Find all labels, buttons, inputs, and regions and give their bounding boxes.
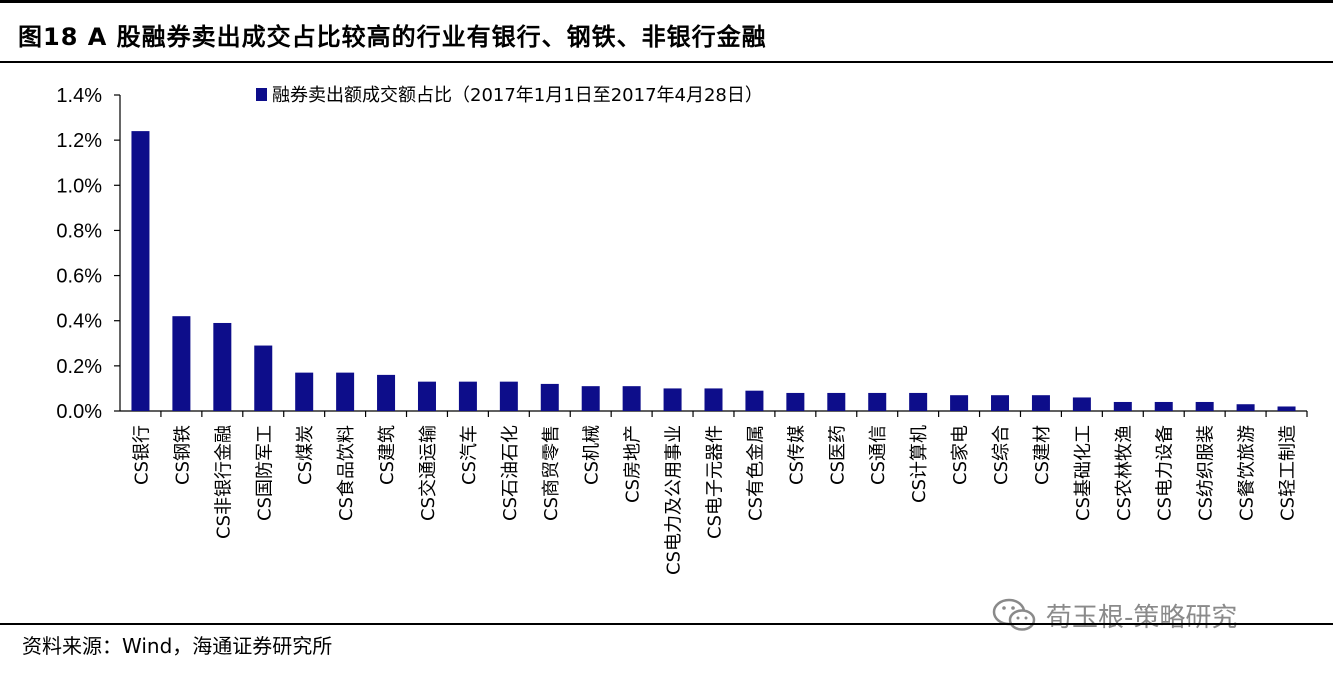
- bar: [663, 388, 682, 411]
- y-tick-label: 0.6%: [56, 266, 102, 288]
- bar: [295, 372, 314, 411]
- x-tick-label: CS农林牧渔: [1114, 425, 1135, 521]
- x-tick-label: CS纺织服装: [1196, 425, 1217, 521]
- chart-title: 图18 A 股融券卖出成交占比较高的行业有银行、钢铁、非银行金融: [18, 23, 767, 51]
- x-tick-label: CS电子元器件: [705, 425, 726, 539]
- x-tick-label: CS轻工制造: [1278, 425, 1299, 521]
- x-tick-label: CS医药: [827, 425, 848, 485]
- wechat-icon: [992, 598, 1036, 631]
- x-tick-label: CS家电: [950, 425, 971, 485]
- bar: [417, 381, 436, 411]
- x-tick-label: CS石油石化: [500, 425, 521, 521]
- chart-area: 0.0% 0.2% 0.4% 0.6% 0.8% 1.0% 1.2% 1.4% CS银行 CS钢铁…: [0, 63, 1333, 625]
- source-note: 资料来源：Wind，海通证券研究所: [22, 634, 333, 658]
- bar: [377, 374, 396, 411]
- footer-divider: [0, 623, 1333, 625]
- bar: [540, 383, 559, 411]
- y-tick-label: 0.4%: [56, 311, 102, 333]
- x-tick-label: CS有色金属: [745, 425, 766, 521]
- x-tick-label: CS非银行金融: [213, 425, 234, 539]
- y-tick-label: 0.2%: [56, 356, 102, 378]
- x-tick-label: CS煤炭: [295, 425, 316, 485]
- bar: [131, 131, 150, 411]
- x-tick-label: CS综合: [991, 425, 1012, 485]
- bar: [868, 392, 887, 411]
- bar: [458, 381, 477, 411]
- bar: [1072, 397, 1091, 411]
- y-tick-label: 0.0%: [56, 401, 102, 423]
- x-tick-label: CS电力及公用事业: [664, 425, 685, 575]
- bar: [1277, 406, 1296, 411]
- bar: [704, 388, 723, 411]
- x-tick-label: CS商贸零售: [541, 425, 562, 521]
- bar: [254, 345, 273, 411]
- x-tick-label: CS建材: [1032, 425, 1053, 485]
- x-tick-label: CS钢铁: [172, 425, 193, 485]
- x-tick-label: CS建筑: [377, 425, 398, 485]
- title-bar: 图18 A 股融券卖出成交占比较高的行业有银行、钢铁、非银行金融: [0, 0, 1333, 63]
- watermark-text: 荀玉根-策略研究: [1046, 602, 1238, 633]
- x-tick-label: CS交通运输: [418, 425, 439, 521]
- bar: [1195, 401, 1214, 411]
- bar: [991, 395, 1010, 411]
- bar: [1031, 395, 1050, 411]
- bar-chart: 0.0% 0.2% 0.4% 0.6% 0.8% 1.0% 1.2% 1.4% CS银行 CS钢铁…: [56, 85, 1308, 575]
- bar: [1236, 404, 1255, 411]
- y-tick-label: 1.4%: [56, 85, 102, 107]
- x-tick-label: CS通信: [868, 425, 889, 485]
- x-tick-label: CS基础化工: [1073, 425, 1094, 521]
- x-tick-label: CS机械: [582, 425, 603, 485]
- y-tick-label: 1.2%: [56, 130, 102, 152]
- x-tick-label: CS国防军工: [254, 425, 275, 521]
- legend-swatch: [256, 88, 267, 101]
- bar: [1113, 401, 1132, 411]
- x-tick-label: CS银行: [131, 425, 152, 485]
- bar: [581, 386, 600, 411]
- x-tick-label: CS计算机: [909, 425, 930, 503]
- bar: [950, 395, 969, 411]
- x-tick-label: CS电力设备: [1155, 425, 1176, 521]
- x-tick-label: CS传媒: [786, 425, 807, 485]
- bar: [172, 316, 191, 411]
- bar: [745, 390, 764, 411]
- bar: [336, 372, 355, 411]
- y-tick-label: 1.0%: [56, 175, 102, 197]
- bar: [786, 392, 805, 411]
- bar: [827, 392, 846, 411]
- bar: [1154, 401, 1173, 411]
- y-tick-label: 0.8%: [56, 220, 102, 242]
- x-tick-label: CS汽车: [459, 425, 480, 485]
- bar: [909, 392, 928, 411]
- bar: [213, 322, 232, 411]
- x-tick-label: CS房地产: [623, 425, 644, 503]
- legend-label: 融券卖出额成交额占比（2017年1月1日至2017年4月28日）: [272, 85, 763, 106]
- bar: [499, 381, 518, 411]
- bar: [622, 386, 641, 411]
- x-tick-label: CS餐饮旅游: [1237, 425, 1258, 521]
- watermark: 荀玉根-策略研究: [990, 595, 1237, 635]
- x-tick-label: CS食品饮料: [336, 425, 357, 521]
